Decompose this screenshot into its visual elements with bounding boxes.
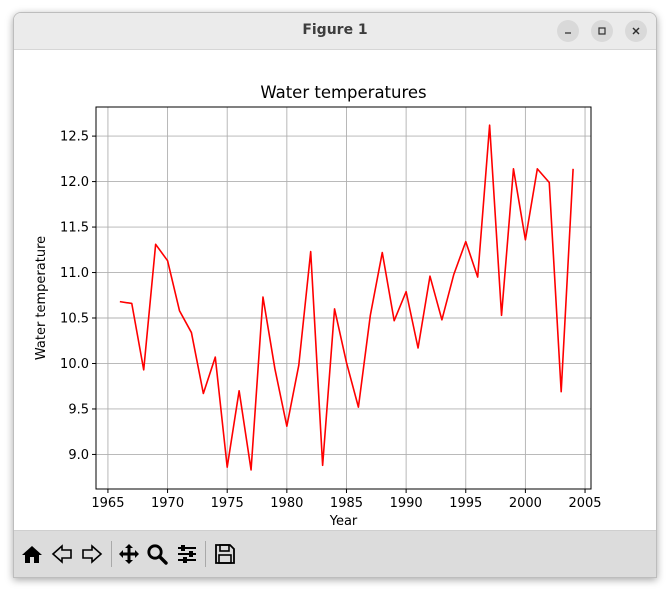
toolbar-separator — [111, 541, 112, 567]
y-tick-label: 9.0 — [68, 448, 89, 463]
save-button[interactable] — [212, 541, 238, 567]
x-tick-label: 1980 — [270, 496, 303, 511]
figure-window: Figure 1 1965 1970 1975 1980 1985 1990 1995 200… — [13, 12, 657, 578]
series-line — [119, 124, 574, 471]
home-button[interactable] — [19, 541, 45, 567]
configure-subplots-icon — [178, 545, 196, 563]
maximize-icon — [598, 27, 606, 35]
back-icon — [51, 544, 72, 564]
save-icon — [215, 544, 235, 564]
x-tick-label: 1985 — [330, 496, 363, 511]
window-title: Figure 1 — [302, 22, 368, 38]
zoom-button[interactable] — [144, 541, 170, 567]
y-tick-label: 11.5 — [60, 221, 89, 236]
x-tick-label: 1995 — [449, 496, 482, 511]
toolbar-separator — [205, 541, 206, 567]
x-axis-label: Year — [329, 514, 358, 529]
configure-subplots-button[interactable] — [174, 541, 200, 567]
back-button[interactable] — [49, 541, 75, 567]
x-tick-label: 2000 — [509, 496, 542, 511]
forward-icon — [82, 544, 103, 564]
x-tick-label: 2005 — [568, 496, 601, 511]
pan-button[interactable] — [116, 541, 142, 567]
close-button[interactable] — [625, 20, 647, 42]
x-tick-label: 1965 — [91, 496, 124, 511]
plot-area[interactable]: 1965 1970 1975 1980 1985 1990 1995 2000 2005 9.0 9… — [14, 50, 656, 530]
chart-title: Water temperatures — [260, 83, 426, 102]
line-chart: 1965 1970 1975 1980 1985 1990 1995 2000 2005 9.0 9… — [34, 83, 602, 529]
y-tick-label: 10.0 — [60, 357, 89, 372]
y-tick-label: 12.5 — [60, 130, 89, 145]
y-tick-label: 11.0 — [60, 266, 89, 281]
maximize-button[interactable] — [591, 20, 613, 42]
pan-icon — [119, 544, 139, 564]
close-icon — [632, 27, 640, 35]
y-tick-label: 12.0 — [60, 175, 89, 190]
forward-button[interactable] — [79, 541, 105, 567]
x-tick-label: 1970 — [151, 496, 184, 511]
navigation-toolbar — [14, 530, 656, 577]
x-tick-label: 1990 — [390, 496, 423, 511]
y-tick-label: 9.5 — [68, 402, 89, 417]
title-bar[interactable]: Figure 1 — [14, 13, 656, 50]
x-tick-label: 1975 — [211, 496, 244, 511]
axes-frame — [95, 106, 592, 490]
y-tick-label: 10.5 — [60, 312, 89, 327]
y-axis-label: Water temperature — [34, 236, 49, 360]
zoom-icon — [147, 544, 168, 565]
minimize-button[interactable] — [557, 20, 579, 42]
minimize-icon — [565, 32, 571, 34]
home-icon — [22, 546, 42, 563]
